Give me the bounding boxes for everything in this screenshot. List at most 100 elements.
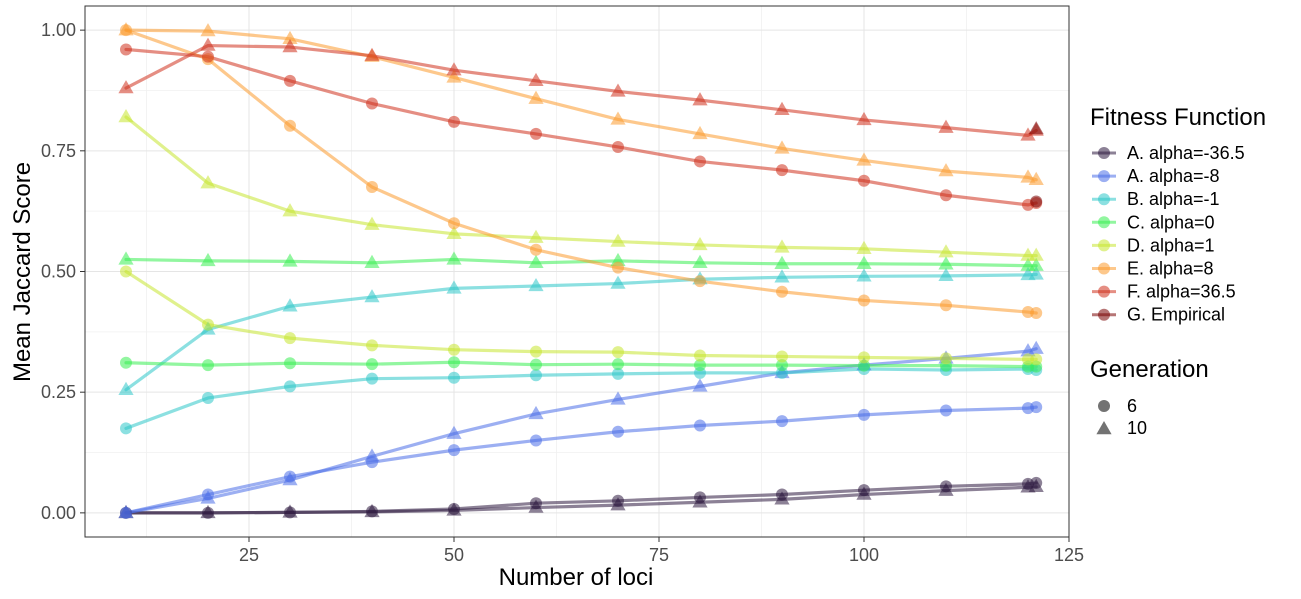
- point-f-alpha-36-5-gen6: [940, 189, 952, 202]
- legend-label: G. Empirical: [1127, 305, 1225, 325]
- point-b-alpha-1-gen10: [528, 277, 544, 292]
- point-f-alpha-36-5-gen10: [610, 83, 626, 97]
- point-d-alpha-1-gen6: [612, 346, 624, 359]
- point-f-alpha-36-5-gen10: [938, 119, 954, 133]
- point-d-alpha-1-gen6: [940, 352, 952, 365]
- legend-label: 10: [1127, 418, 1147, 438]
- legend-item-a-alpha-36-5: A. alpha=-36.5: [1092, 143, 1245, 163]
- legend-label: 6: [1127, 396, 1137, 416]
- point-d-alpha-1-gen10: [118, 109, 134, 123]
- point-e-alpha-8-gen10: [856, 152, 872, 166]
- point-d-alpha-1-gen10: [446, 225, 462, 240]
- point-f-alpha-36-5-gen10: [200, 37, 216, 51]
- x-axis-title: Number of loci: [499, 564, 654, 591]
- y-axis: 0.00 0.25 0.50 0.75 1.00: [41, 20, 85, 523]
- legend-item-generation-6: 6: [1098, 396, 1137, 416]
- point-e-alpha-8-gen6: [940, 299, 952, 312]
- legend-title-fitness: Fitness Function: [1090, 104, 1266, 131]
- point-a-alpha-8-gen6: [1030, 401, 1043, 414]
- point-c-alpha-0-gen10: [118, 251, 134, 265]
- point-b-alpha-1-gen6: [120, 422, 132, 435]
- point-b-alpha-1-gen10: [1028, 266, 1044, 280]
- point-f-alpha-36-5-gen10: [1020, 127, 1036, 141]
- point-f-alpha-36-5-gen6: [448, 115, 460, 128]
- point-c-alpha-0-gen10: [856, 255, 872, 269]
- point-d-alpha-1-gen10: [528, 229, 544, 243]
- point-a-alpha-8-gen6: [776, 415, 788, 428]
- legend-key-point: [1098, 170, 1110, 183]
- point-d-alpha-1-gen6: [120, 265, 132, 278]
- plot-panel: [84, 5, 1070, 538]
- point-e-alpha-8-gen10: [610, 111, 626, 125]
- point-e-alpha-8-gen6: [612, 261, 624, 274]
- point-a-alpha-36-5-gen10: [938, 482, 954, 496]
- point-f-alpha-36-5-gen6: [202, 50, 214, 63]
- point-b-alpha-1-gen6: [202, 391, 214, 404]
- legend-item-b-alpha-1: B. alpha=-1: [1092, 189, 1220, 209]
- legend-generation: Generation 610: [1090, 356, 1209, 438]
- y-tick-label: 0.50: [41, 262, 76, 282]
- point-c-alpha-0-gen6: [284, 357, 296, 370]
- point-b-alpha-1-gen6: [366, 372, 378, 385]
- legend-key-triangle: [1096, 421, 1112, 435]
- point-d-alpha-1-gen6: [366, 339, 378, 352]
- point-c-alpha-0-gen10: [446, 251, 462, 265]
- legend-label: D. alpha=1: [1127, 235, 1215, 255]
- legend-item-f-alpha-36-5: F. alpha=36.5: [1092, 282, 1236, 302]
- point-a-alpha-8-gen10: [528, 405, 544, 420]
- point-e-alpha-8-gen10: [692, 125, 708, 140]
- x-tick-label: 25: [239, 545, 259, 565]
- point-a-alpha-8-gen6: [448, 444, 460, 457]
- point-g-empirical-gen10: [1028, 121, 1044, 135]
- point-a-alpha-8-gen6: [858, 408, 870, 421]
- point-b-alpha-1-gen10: [364, 289, 380, 303]
- point-c-alpha-0-gen10: [610, 252, 626, 267]
- point-d-alpha-1-gen6: [1030, 353, 1043, 366]
- legend-label: A. alpha=-8: [1127, 166, 1220, 186]
- x-tick-label: 50: [444, 545, 464, 565]
- point-a-alpha-36-5-gen10: [446, 502, 462, 516]
- point-c-alpha-0-gen6: [448, 356, 460, 369]
- legend-item-generation-10: 10: [1096, 418, 1147, 438]
- point-f-alpha-36-5-gen10: [118, 80, 134, 94]
- point-b-alpha-1-gen10: [446, 280, 462, 294]
- legend-label: E. alpha=8: [1127, 259, 1214, 279]
- point-a-alpha-36-5-gen10: [200, 504, 216, 519]
- point-d-alpha-1-gen10: [856, 240, 872, 255]
- legend-fitness-function: Fitness Function A. alpha=-36.5 A. alpha=…: [1090, 104, 1266, 325]
- point-d-alpha-1-gen10: [200, 175, 216, 189]
- point-e-alpha-8-gen10: [200, 23, 216, 37]
- point-c-alpha-0-gen10: [282, 253, 298, 267]
- point-d-alpha-1-gen6: [284, 332, 296, 345]
- point-c-alpha-0-gen6: [202, 359, 214, 372]
- point-d-alpha-1-gen10: [692, 236, 708, 251]
- point-d-alpha-1-gen10: [938, 244, 954, 258]
- point-a-alpha-8-gen6: [694, 419, 706, 432]
- y-tick-label: 1.00: [41, 20, 76, 40]
- point-b-alpha-1-gen6: [448, 371, 460, 384]
- point-f-alpha-36-5-gen6: [858, 174, 870, 187]
- y-axis-title: Mean Jaccard Score: [9, 162, 36, 382]
- point-c-alpha-0-gen6: [120, 356, 132, 369]
- point-e-alpha-8-gen10: [938, 163, 954, 177]
- point-f-alpha-36-5-gen10: [282, 39, 298, 53]
- legend-key-point: [1098, 216, 1110, 229]
- point-c-alpha-0-gen10: [1028, 257, 1044, 271]
- legend-key-circle: [1098, 400, 1110, 412]
- point-e-alpha-8-gen6: [776, 285, 788, 298]
- legend-key-point: [1098, 262, 1110, 275]
- point-e-alpha-8-gen10: [282, 30, 298, 45]
- y-tick-label: 0.75: [41, 141, 76, 161]
- point-a-alpha-36-5-gen10: [528, 499, 544, 513]
- point-a-alpha-8-gen10: [282, 472, 298, 486]
- point-a-alpha-36-5-gen10: [610, 497, 626, 511]
- point-a-alpha-8-gen6: [940, 404, 952, 417]
- point-c-alpha-0-gen6: [858, 359, 870, 372]
- point-c-alpha-0-gen6: [776, 359, 788, 372]
- point-a-alpha-36-5-gen10: [774, 491, 790, 505]
- point-e-alpha-8-gen10: [446, 69, 462, 83]
- point-f-alpha-36-5-gen10: [446, 62, 462, 76]
- legend-item-d-alpha-1: D. alpha=1: [1092, 235, 1215, 255]
- point-a-alpha-8-gen10: [364, 448, 380, 462]
- point-c-alpha-0-gen10: [200, 252, 216, 267]
